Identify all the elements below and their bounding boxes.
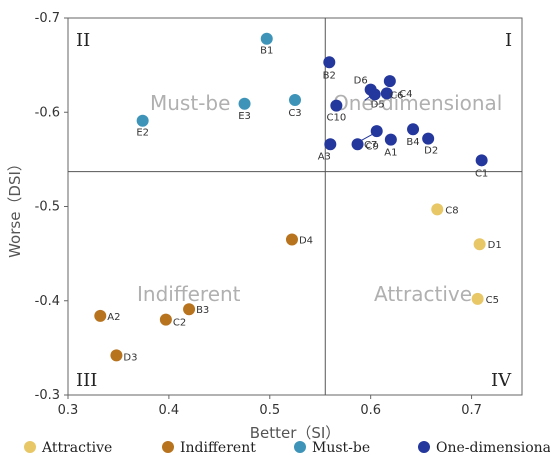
- legend-swatch: [294, 441, 306, 453]
- point-label-c2: C2: [173, 318, 186, 329]
- x-tick-label: 0.4: [159, 403, 180, 418]
- point-label-b2: B2: [323, 70, 336, 81]
- quadrant-label-4: IV: [491, 370, 512, 391]
- y-tick-label: -0.3: [35, 388, 60, 403]
- data-point-d5: [368, 88, 381, 101]
- data-point-a1: [384, 133, 397, 146]
- point-label-c10: C10: [327, 113, 347, 124]
- data-point-c2: [159, 313, 172, 326]
- data-point-c8: [431, 203, 444, 216]
- data-point-d2: [422, 132, 435, 145]
- legend-swatch: [24, 441, 36, 453]
- point-label-b1: B1: [260, 46, 273, 57]
- data-point-e3: [238, 97, 251, 110]
- point-label-a1: A1: [384, 148, 397, 159]
- point-label-d6: D6: [354, 76, 368, 87]
- data-point-b3: [183, 303, 196, 316]
- x-axis-label: Better（SI）: [250, 424, 341, 442]
- data-point-c5: [471, 292, 484, 305]
- data-point-a3: [324, 138, 337, 151]
- x-tick-labels: 0.3 0.4 0.5 0.6 0.7: [58, 395, 482, 418]
- data-point-d4: [285, 233, 298, 246]
- data-point-a2: [94, 309, 107, 322]
- point-label-c9: C9: [366, 141, 379, 152]
- quadrant-label-2: II: [76, 30, 90, 51]
- point-label-b3: B3: [196, 305, 209, 316]
- point-label-e3: E3: [238, 111, 251, 122]
- y-tick-label: -0.5: [35, 200, 60, 215]
- quadrant-label-1: I: [505, 30, 512, 51]
- legend-label: Indifferent: [180, 440, 256, 456]
- x-tick-label: 0.5: [259, 403, 280, 418]
- point-label-d3: D3: [123, 352, 137, 363]
- data-point-b4: [407, 123, 420, 136]
- point-label-e2: E2: [136, 128, 149, 139]
- point-label-d4: D4: [299, 235, 313, 246]
- x-tick-label: 0.6: [360, 403, 381, 418]
- data-point-c9: [351, 138, 364, 151]
- point-label-c1: C1: [475, 168, 488, 179]
- y-tick-label: -0.7: [35, 11, 60, 26]
- y-axis-label: Worse（DSI）: [6, 156, 24, 258]
- legend-item-indifferent: Indifferent: [162, 440, 256, 456]
- data-point-e2: [136, 114, 149, 127]
- legend-item-must-be: Must-be: [294, 440, 370, 456]
- point-label-c3: C3: [288, 108, 301, 119]
- legend: Attractive Indifferent Must-be One-dimensio…: [24, 440, 550, 456]
- point-label-c8: C8: [445, 205, 458, 216]
- point-label-d2: D2: [424, 146, 438, 157]
- data-point-b1: [260, 32, 273, 45]
- point-label-d1: D1: [488, 240, 502, 251]
- data-point-c1: [475, 154, 488, 167]
- region-label-attractive: Attractive: [374, 282, 472, 306]
- data-point-c6: [380, 87, 393, 100]
- data-point-c4: [383, 75, 396, 88]
- legend-label: Must-be: [312, 440, 370, 456]
- data-point-c7: [370, 125, 383, 138]
- point-label-a3: A3: [318, 151, 331, 162]
- region-label-indifferent: Indifferent: [137, 282, 241, 306]
- point-label-d5: D5: [371, 99, 385, 110]
- y-tick-label: -0.6: [35, 105, 60, 120]
- legend-swatch: [418, 441, 430, 453]
- point-label-a2: A2: [107, 312, 120, 323]
- point-label-c7: C7: [364, 140, 377, 151]
- quadrant-label-3: III: [76, 370, 97, 391]
- y-tick-label: -0.4: [35, 294, 60, 309]
- legend-item-one-dimensional: One-dimensional: [418, 440, 550, 456]
- data-point-d3: [110, 349, 123, 362]
- region-label-must-be: Must-be: [150, 91, 230, 115]
- point-label-b4: B4: [406, 137, 419, 148]
- point-label-c5: C5: [486, 295, 499, 306]
- legend-label: Attractive: [41, 440, 112, 456]
- data-point-c10: [330, 99, 343, 112]
- point-label-c4: C4: [399, 89, 412, 100]
- x-tick-label: 0.3: [58, 403, 79, 418]
- x-tick-label: 0.7: [461, 403, 482, 418]
- data-point-d1: [473, 238, 486, 251]
- region-label-one-dimensional: One-dimensional: [333, 91, 502, 115]
- data-point-b2: [323, 56, 336, 69]
- y-tick-labels: -0.3 -0.4 -0.5 -0.6 -0.7: [35, 11, 68, 403]
- legend-swatch: [162, 441, 174, 453]
- legend-item-attractive: Attractive: [24, 440, 112, 456]
- legend-label: One-dimensional: [436, 440, 550, 456]
- point-label-c6: C6: [390, 90, 403, 101]
- data-point-c3: [289, 93, 301, 106]
